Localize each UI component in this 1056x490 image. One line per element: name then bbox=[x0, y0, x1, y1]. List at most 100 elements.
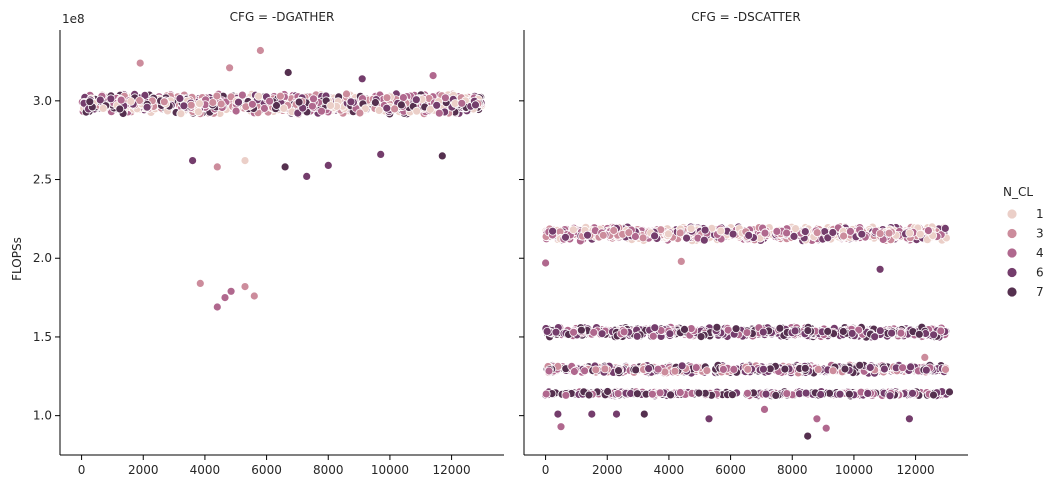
data-point bbox=[719, 364, 728, 374]
data-point bbox=[561, 232, 570, 242]
data-point bbox=[374, 106, 384, 115]
y-tick-label: 2.0 bbox=[33, 251, 52, 265]
data-point bbox=[95, 95, 105, 105]
data-point bbox=[694, 388, 704, 398]
data-point bbox=[231, 106, 241, 116]
data-point-outlier bbox=[437, 151, 447, 161]
data-point-outlier bbox=[195, 278, 205, 288]
legend-title: N_CL bbox=[1003, 185, 1033, 199]
data-point bbox=[614, 366, 623, 376]
data-point bbox=[570, 367, 579, 376]
data-point bbox=[212, 91, 222, 101]
data-point bbox=[309, 94, 318, 104]
data-point bbox=[85, 97, 95, 107]
data-point bbox=[744, 230, 754, 240]
data-point bbox=[680, 324, 689, 334]
data-point bbox=[896, 328, 906, 338]
data-point bbox=[624, 228, 634, 238]
y-axis-label: FLOPSs bbox=[10, 237, 24, 281]
data-point bbox=[179, 101, 189, 111]
legend-label: 3 bbox=[1036, 227, 1044, 241]
data-point bbox=[675, 228, 685, 238]
data-point bbox=[782, 228, 791, 238]
data-point-outlier bbox=[212, 162, 222, 172]
points-0 bbox=[77, 46, 487, 312]
data-point-outlier bbox=[226, 286, 236, 296]
data-point bbox=[195, 99, 204, 108]
data-point bbox=[135, 96, 144, 105]
legend: N_CL 1 3 4 6 7 bbox=[1003, 185, 1044, 299]
data-point-outlier bbox=[220, 293, 230, 303]
data-point bbox=[803, 326, 813, 336]
x-tick-label: 0 bbox=[78, 463, 86, 477]
data-point bbox=[670, 366, 680, 376]
data-point bbox=[457, 98, 467, 108]
data-point bbox=[633, 389, 642, 399]
data-point bbox=[346, 97, 356, 107]
data-point-outlier bbox=[212, 302, 222, 312]
data-point bbox=[613, 389, 623, 399]
data-point bbox=[838, 327, 848, 336]
data-point-outlier bbox=[283, 68, 293, 77]
data-point bbox=[542, 326, 552, 336]
data-point bbox=[758, 327, 768, 337]
data-point bbox=[921, 365, 931, 375]
data-point bbox=[800, 363, 810, 373]
data-point bbox=[655, 388, 665, 398]
data-point bbox=[370, 98, 380, 107]
data-point-outlier bbox=[302, 171, 312, 181]
legend-marker bbox=[1006, 267, 1018, 278]
data-point bbox=[782, 389, 792, 399]
x-tick-label: 12000 bbox=[896, 463, 934, 477]
data-point bbox=[728, 229, 738, 239]
legend-marker bbox=[1006, 228, 1018, 239]
data-point bbox=[823, 326, 833, 336]
data-point bbox=[855, 360, 865, 370]
data-point bbox=[116, 95, 126, 105]
data-point bbox=[247, 99, 257, 109]
x-tick-label: 8000 bbox=[777, 463, 808, 477]
x-tick-label: 10000 bbox=[371, 463, 409, 477]
data-point-outlier bbox=[676, 256, 686, 266]
data-point bbox=[936, 326, 946, 336]
data-point bbox=[597, 329, 607, 339]
data-point bbox=[845, 389, 854, 399]
data-point bbox=[561, 390, 571, 400]
y-tick-label: 1.5 bbox=[33, 330, 52, 344]
data-point bbox=[775, 323, 785, 333]
data-point bbox=[644, 364, 653, 374]
legend-marker bbox=[1006, 247, 1018, 259]
data-point bbox=[699, 235, 709, 245]
data-point bbox=[666, 390, 675, 400]
points-1 bbox=[541, 222, 954, 441]
panel-title-dgather: CFG = -DGATHER bbox=[230, 10, 335, 24]
data-point bbox=[317, 106, 326, 116]
data-point bbox=[857, 229, 867, 239]
data-point bbox=[598, 230, 608, 240]
data-point bbox=[631, 365, 641, 375]
data-point bbox=[650, 231, 659, 241]
legend-label: 1 bbox=[1036, 207, 1044, 221]
data-point-outlier bbox=[821, 423, 831, 433]
x-tick-label: 2000 bbox=[592, 463, 623, 477]
y-offset-label: 1e8 bbox=[62, 12, 85, 26]
data-point bbox=[846, 226, 855, 236]
data-point bbox=[731, 324, 741, 334]
data-point bbox=[728, 390, 737, 400]
data-point bbox=[716, 226, 726, 236]
data-point bbox=[840, 364, 850, 374]
data-point bbox=[801, 388, 811, 398]
x-tick-label: 4000 bbox=[654, 463, 685, 477]
panel-title-dscatter: CFG = -DSCATTER bbox=[691, 10, 800, 24]
data-point bbox=[569, 327, 578, 337]
x-tick-label: 2000 bbox=[128, 463, 159, 477]
data-point bbox=[126, 97, 136, 106]
data-point-outlier bbox=[587, 409, 597, 419]
data-point bbox=[237, 90, 247, 100]
data-point bbox=[729, 364, 739, 374]
data-point bbox=[885, 391, 895, 401]
data-point bbox=[193, 107, 203, 117]
x-tick-label: 12000 bbox=[432, 463, 470, 477]
data-point bbox=[847, 328, 857, 338]
